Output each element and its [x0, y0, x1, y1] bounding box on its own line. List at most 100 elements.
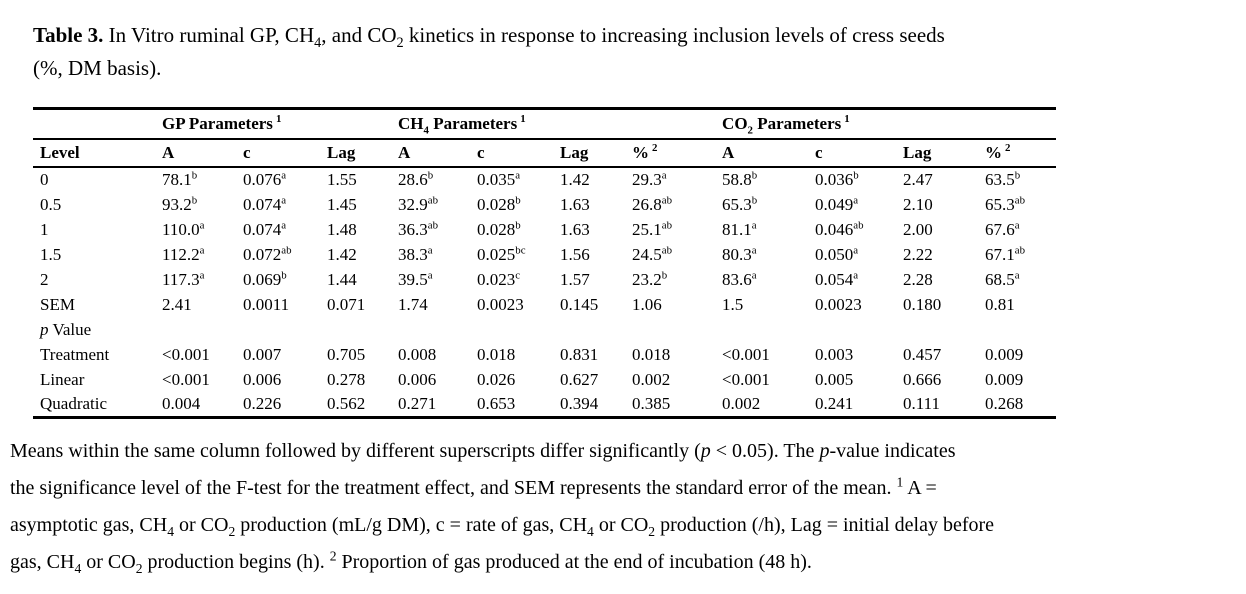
- data-cell: 0.023c: [477, 268, 521, 289]
- data-cell: 0.006: [398, 369, 437, 389]
- data-cell: 0.385: [632, 393, 671, 413]
- table-footnote: Means within the same column followed by…: [10, 439, 995, 576]
- data-cell: 0.653: [477, 393, 516, 413]
- table-row: 0 78.1b 0.076a 1.55 28.6b 0.035a 1.42 29.3a 58.8…: [33, 167, 1056, 192]
- table-row: Quadratic 0.004 0.226 0.562 0.271 0.653 0.394 0…: [33, 392, 1056, 417]
- column-header-level: Level: [33, 139, 162, 168]
- column-group-header: GP Parameters 1: [162, 108, 399, 140]
- column-header: c: [477, 139, 561, 168]
- data-cell: 0.831: [560, 344, 599, 364]
- data-cell: 1.5: [722, 294, 744, 314]
- data-cell: 1.06: [632, 294, 662, 314]
- row-label: 0.5: [40, 194, 62, 214]
- data-cell: [327, 317, 398, 342]
- table-row: 1 110.0a 0.074a 1.48 36.3ab 0.028b 1.63 25.1ab 8…: [33, 217, 1056, 242]
- data-cell: 0.457: [903, 344, 942, 364]
- table-row: 2 117.3a 0.069b 1.44 39.5a 0.023c 1.57 23.2b 83.…: [33, 267, 1056, 292]
- data-cell: 0.180: [903, 294, 942, 314]
- data-cell: [815, 317, 903, 342]
- data-cell: 65.3b: [722, 193, 758, 214]
- column-header: A: [398, 139, 478, 168]
- table-body: 0 78.1b 0.076a 1.55 28.6b 0.035a 1.42 29.3a 58.8…: [33, 167, 1056, 417]
- data-cell: 26.8ab: [632, 193, 673, 214]
- table-row: 0.5 93.2b 0.074a 1.45 32.9ab 0.028b 1.63 26.8ab…: [33, 192, 1056, 217]
- group-header-row: GP Parameters 1 CH4 Parameters 1 CO2 Paramet…: [33, 108, 1057, 140]
- data-cell: 0.026: [477, 369, 516, 389]
- data-cell: [398, 317, 477, 342]
- column-header: c: [815, 139, 904, 168]
- data-cell: 1.44: [327, 269, 357, 289]
- data-cell: 0.81: [985, 294, 1015, 314]
- row-label: Treatment: [40, 344, 110, 364]
- data-cell: 2.10: [903, 194, 933, 214]
- data-cell: 38.3a: [398, 243, 433, 264]
- data-cell: 0.074a: [243, 193, 287, 214]
- row-label: Linear: [40, 369, 85, 389]
- data-cell: 0.627: [560, 369, 599, 389]
- column-header: A: [162, 139, 243, 168]
- data-cell: [477, 317, 560, 342]
- table-row: p Value: [33, 317, 1056, 342]
- data-cell: 1.63: [560, 219, 590, 239]
- data-cell: 0.074a: [243, 218, 287, 239]
- data-cell: [903, 317, 985, 342]
- data-cell: <0.001: [722, 344, 770, 364]
- column-header: % 2: [985, 139, 1057, 168]
- data-cell: 0.049a: [815, 193, 859, 214]
- data-cell: 1.55: [327, 170, 357, 189]
- row-label: 1: [40, 219, 49, 239]
- data-cell: 0.006: [243, 369, 282, 389]
- data-cell: 2.22: [903, 244, 933, 264]
- data-cell: 1.48: [327, 219, 357, 239]
- data-cell: 0.069b: [243, 268, 287, 289]
- data-cell: 65.3ab: [985, 193, 1026, 214]
- data-cell: 58.8b: [722, 169, 758, 189]
- data-cell: 0.005: [815, 369, 854, 389]
- data-cell: 0.071: [327, 294, 366, 314]
- data-cell: 32.9ab: [398, 193, 439, 214]
- data-cell: 110.0a: [162, 218, 205, 239]
- data-cell: 0.271: [398, 393, 437, 413]
- data-cell: 0.226: [243, 393, 282, 413]
- data-cell: 24.5ab: [632, 243, 673, 264]
- data-cell: [560, 317, 632, 342]
- data-cell: 80.3a: [722, 243, 757, 264]
- row-label: SEM: [40, 294, 75, 314]
- data-cell: 28.6b: [398, 169, 434, 189]
- data-cell: 0.0011: [243, 294, 290, 314]
- row-label: p Value: [40, 319, 92, 339]
- group-header-spacer: [33, 108, 162, 140]
- data-cell: 78.1b: [162, 169, 198, 189]
- data-cell: 1.74: [398, 294, 428, 314]
- table-head: GP Parameters 1 CH4 Parameters 1 CO2 Paramet…: [33, 108, 1057, 168]
- data-cell: 0.028b: [477, 193, 521, 214]
- data-cell: 83.6a: [722, 268, 757, 289]
- data-cell: 0.241: [815, 393, 854, 413]
- column-group-header: CH4 Parameters 1: [398, 108, 723, 140]
- data-cell: 36.3ab: [398, 218, 439, 239]
- data-cell: <0.001: [722, 369, 770, 389]
- column-header: Lag: [903, 139, 986, 168]
- data-cell: 0.394: [560, 393, 599, 413]
- row-label: 2: [40, 269, 49, 289]
- data-cell: 117.3a: [162, 268, 205, 289]
- data-cell: 0.054a: [815, 268, 859, 289]
- data-cell: 0.002: [632, 369, 671, 389]
- document-page: Table 3. In Vitro ruminal GP, CH4, and C…: [10, 23, 1057, 576]
- data-cell: <0.001: [162, 344, 210, 364]
- data-cell: 1.42: [327, 244, 357, 264]
- data-cell: 0.0023: [815, 294, 862, 314]
- data-cell: 0.035a: [477, 169, 521, 189]
- data-cell: 0.145: [560, 294, 599, 314]
- data-cell: 112.2a: [162, 243, 205, 264]
- data-cell: 0.046ab: [815, 218, 864, 239]
- data-cell: 0.0023: [477, 294, 524, 314]
- table-row: SEM 2.41 0.0011 0.071 1.74 0.0023 0.145 1.06 1.5…: [33, 292, 1056, 317]
- data-cell: 39.5a: [398, 268, 433, 289]
- data-cell: 68.5a: [985, 268, 1020, 289]
- data-cell: 1.42: [560, 170, 590, 189]
- data-cell: 1.63: [560, 194, 590, 214]
- data-cell: 0.036b: [815, 169, 859, 189]
- table-row: Linear <0.001 0.006 0.278 0.006 0.026 0.627 0.0…: [33, 367, 1056, 392]
